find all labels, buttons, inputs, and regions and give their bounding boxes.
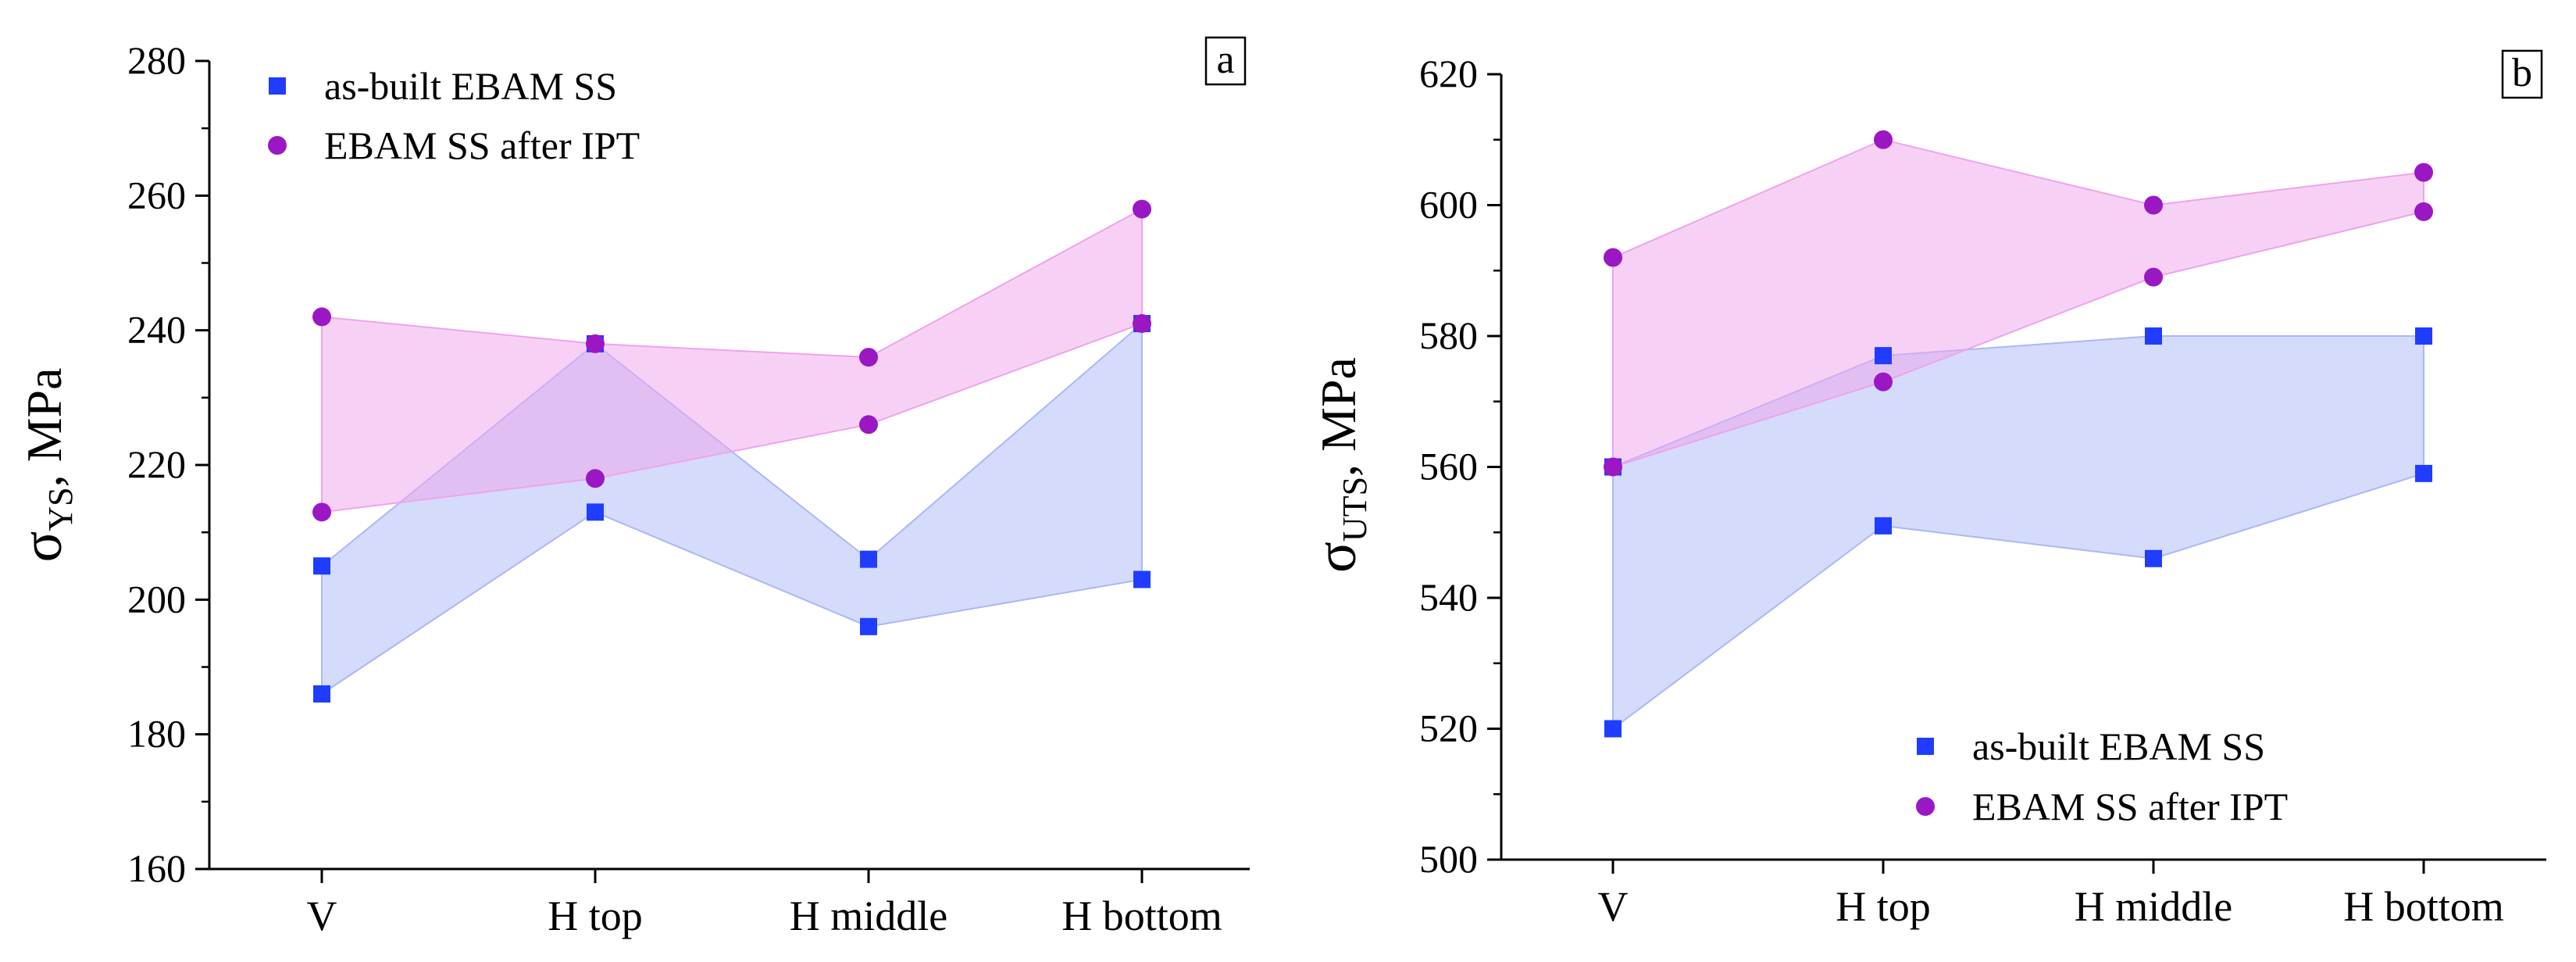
x-tick-label: V (307, 892, 337, 939)
y-tick-label: 500 (1419, 837, 1478, 881)
y-tick-label: 280 (127, 38, 186, 82)
x-tick-label: H top (548, 892, 643, 939)
legend-label: EBAM SS after IPT (324, 123, 640, 167)
high-marker-series-2 (312, 307, 331, 327)
legend-marker (268, 136, 287, 155)
panel-label: b (2512, 51, 2532, 95)
y-tick-label: 260 (127, 173, 186, 216)
high-marker-series-1 (2415, 327, 2432, 345)
y-tick-label: 520 (1419, 706, 1478, 750)
low-marker-series-2 (1874, 372, 1893, 392)
legend-label: as-built EBAM SS (324, 64, 617, 108)
low-marker-series-1 (2145, 549, 2162, 567)
high-marker-series-2 (859, 348, 878, 367)
legend-marker (269, 77, 286, 95)
chart-panel-a: 160 180 200 220 240 260 280 V H top H middle H bot… (10, 36, 1250, 939)
low-marker-series-1 (860, 617, 877, 635)
panel-label-box (1204, 36, 1247, 86)
y-tick-label: 240 (127, 308, 186, 352)
x-tick-label: H middle (790, 892, 947, 939)
y-tick-label: 580 (1419, 313, 1478, 357)
x-tick-label: H bottom (2343, 883, 2504, 930)
low-marker-series-2 (2144, 267, 2163, 287)
high-marker-series-2 (586, 334, 605, 353)
chart-panel-b: 500 520 540 560 580 600 620 V H top H middle H bot… (1304, 49, 2546, 930)
y-tick-label: 540 (1419, 575, 1478, 619)
low-marker-series-1 (1604, 720, 1622, 738)
x-tick-label: H bottom (1061, 892, 1222, 939)
high-marker-series-2 (1874, 130, 1893, 149)
low-marker-series-2 (2414, 202, 2433, 221)
legend-marker (1916, 797, 1935, 816)
high-marker-series-1 (1875, 347, 1892, 365)
low-marker-series-1 (1875, 517, 1892, 535)
y-axis-label: σUTS, MPa (1304, 357, 1374, 573)
low-marker-series-1 (1133, 570, 1151, 588)
high-marker-series-1 (860, 550, 877, 568)
legend-marker (1917, 738, 1934, 755)
legend-label: EBAM SS after IPT (1972, 785, 2288, 828)
high-marker-series-2 (2144, 195, 2163, 215)
legend-label: as-built EBAM SS (1972, 724, 2265, 768)
low-marker-series-2 (1604, 457, 1622, 477)
x-tick-label: H top (1836, 883, 1931, 930)
panel-label: a (1216, 38, 1234, 82)
y-tick-label: 600 (1419, 183, 1478, 227)
y-tick-label: 620 (1419, 52, 1478, 95)
y-tick-label: 200 (127, 577, 186, 620)
x-tick-label: H middle (2075, 883, 2232, 930)
y-tick-label: 160 (127, 846, 186, 890)
low-marker-series-1 (587, 503, 604, 521)
low-marker-series-1 (2415, 464, 2432, 482)
low-marker-series-2 (859, 415, 878, 435)
x-tick-label: V (1598, 883, 1629, 930)
high-marker-series-1 (2145, 327, 2162, 345)
low-marker-series-2 (586, 469, 605, 488)
y-axis-label: σYS, MPa (10, 367, 80, 562)
low-marker-series-1 (313, 685, 330, 703)
y-tick-label: 180 (127, 712, 186, 756)
low-marker-series-2 (312, 502, 331, 522)
high-marker-series-2 (2414, 163, 2433, 182)
y-tick-label: 220 (127, 442, 186, 486)
high-marker-series-2 (1604, 248, 1622, 267)
high-marker-series-1 (313, 557, 330, 575)
low-marker-series-2 (1133, 314, 1151, 334)
panel-label-box (2501, 49, 2543, 99)
high-marker-series-2 (1133, 199, 1151, 219)
y-tick-label: 560 (1419, 445, 1478, 488)
